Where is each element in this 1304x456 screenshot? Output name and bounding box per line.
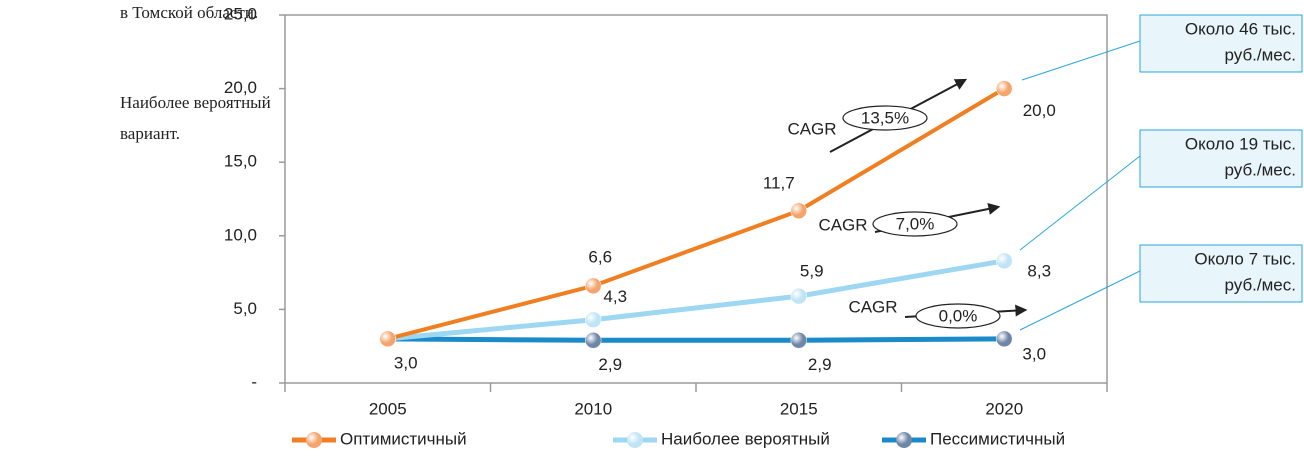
cagr-label: CAGR xyxy=(787,119,836,138)
plot-frame xyxy=(284,14,1108,384)
side-text: Наиболее вероятный xyxy=(120,93,271,112)
cagr-ellipse xyxy=(872,211,958,237)
value-label: 3,0 xyxy=(394,353,418,372)
point xyxy=(996,330,1013,348)
side-text: вариант. xyxy=(120,124,180,143)
series-line xyxy=(387,86,1006,341)
callout-text: руб./мес. xyxy=(1224,45,1296,64)
legend-marker xyxy=(306,432,322,448)
callout-leader xyxy=(1021,40,1141,81)
value-label: 2,9 xyxy=(598,355,622,374)
x-tick-label: 2005 xyxy=(369,399,407,418)
y-tick-label: 25,0 xyxy=(224,4,257,23)
callout-text: Около 46 тыс. xyxy=(1185,19,1296,38)
series-line xyxy=(387,336,1005,343)
callout-box xyxy=(1139,14,1303,73)
cagr-label: CAGR xyxy=(818,215,867,234)
y-tick-label: 20,0 xyxy=(224,78,257,97)
point xyxy=(790,332,807,349)
value-label: 11,7 xyxy=(763,173,795,192)
legend-label: Наиболее вероятный xyxy=(661,429,830,448)
cagr-ellipse xyxy=(842,105,928,131)
value-label: 2,9 xyxy=(808,355,832,374)
point xyxy=(996,80,1013,97)
y-tick-label: - xyxy=(251,372,257,391)
callout-text: Около 19 тыс. xyxy=(1185,134,1296,153)
legend-marker xyxy=(627,432,643,448)
y-tick-label: 5,0 xyxy=(233,299,257,318)
cagr-value: 13,5% xyxy=(861,108,909,127)
legend-marker xyxy=(896,432,912,448)
legend-label: Оптимистичный xyxy=(340,429,467,448)
point xyxy=(790,202,807,220)
legend-label: Пессимистичный xyxy=(930,429,1065,448)
callout-text: руб./мес. xyxy=(1224,275,1296,294)
callout-leader xyxy=(1019,270,1141,331)
series-line xyxy=(387,258,1005,342)
value-label: 5,9 xyxy=(800,262,824,281)
cagr-value: 0,0% xyxy=(939,306,978,325)
callout-text: Около 7 тыс. xyxy=(1194,249,1296,268)
value-label: 6,6 xyxy=(588,247,612,266)
y-tick-label: 10,0 xyxy=(224,225,257,244)
cagr-value: 7,0% xyxy=(896,214,935,233)
cagr-label: CAGR xyxy=(848,297,897,316)
side-text: в Томской области. xyxy=(120,3,258,22)
value-label: 4,3 xyxy=(603,287,627,306)
value-label: 20,0 xyxy=(1023,101,1056,120)
callout-box xyxy=(1139,244,1303,303)
callout-text: руб./мес. xyxy=(1224,160,1296,179)
point xyxy=(585,277,602,295)
x-tick-label: 2015 xyxy=(780,399,818,418)
callout-box xyxy=(1139,129,1303,188)
value-label: 8,3 xyxy=(1027,261,1051,280)
cagr-ellipse xyxy=(915,303,1001,329)
callout-leader xyxy=(1019,155,1141,251)
point xyxy=(996,252,1013,270)
x-tick-label: 2020 xyxy=(985,399,1023,418)
point xyxy=(585,332,602,349)
point xyxy=(585,311,602,328)
point xyxy=(379,330,396,348)
value-label: 3,0 xyxy=(1022,344,1046,363)
point xyxy=(790,287,807,305)
y-tick-label: 15,0 xyxy=(224,152,257,171)
x-tick-label: 2010 xyxy=(574,399,612,418)
